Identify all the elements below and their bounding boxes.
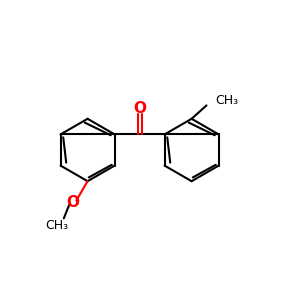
Text: CH₃: CH₃ <box>45 219 68 232</box>
Text: O: O <box>133 101 146 116</box>
Text: O: O <box>66 194 79 209</box>
Text: CH₃: CH₃ <box>215 94 238 107</box>
